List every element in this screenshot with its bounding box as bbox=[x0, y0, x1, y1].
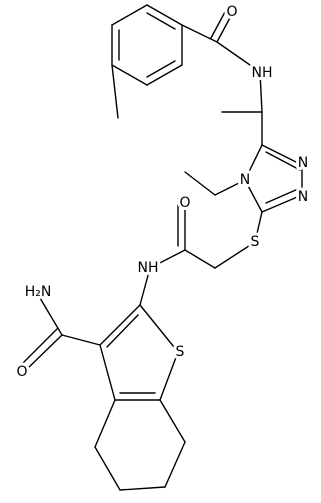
atom-label: S bbox=[176, 344, 185, 360]
atom-label: N bbox=[298, 155, 308, 171]
atom-label: NH bbox=[138, 260, 159, 276]
atom-label: N bbox=[298, 189, 308, 205]
atom-label: O bbox=[226, 4, 237, 20]
atom-label: O bbox=[16, 364, 27, 380]
atom-labels: O NH N N N S O NH H₂N O S bbox=[13, 1, 311, 383]
atom-label: H₂N bbox=[25, 284, 52, 300]
bonds bbox=[21, 4, 303, 491]
atom-label: O bbox=[179, 195, 190, 211]
atom-label: NH bbox=[252, 65, 273, 81]
atom-label: N bbox=[240, 172, 250, 188]
atom-label: S bbox=[251, 234, 260, 250]
